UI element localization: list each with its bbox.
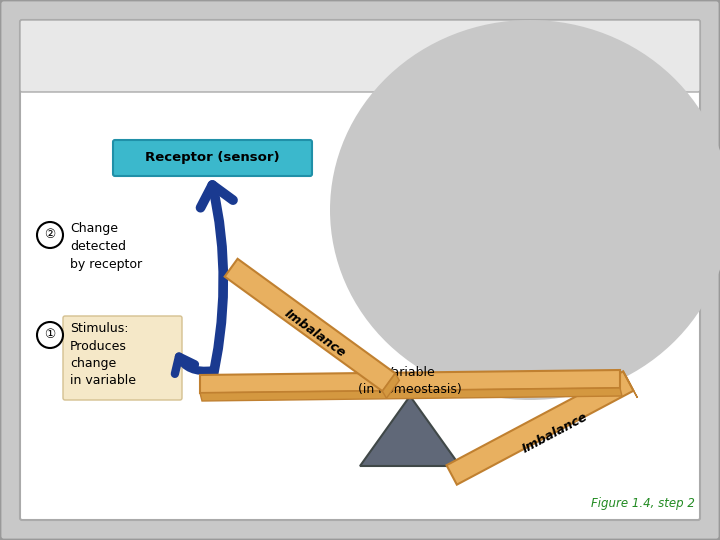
Text: Change
detected
by receptor: Change detected by receptor <box>70 222 142 271</box>
Text: ②: ② <box>45 228 55 241</box>
Circle shape <box>37 222 63 248</box>
Circle shape <box>37 322 63 348</box>
Polygon shape <box>382 373 400 398</box>
Text: Stimulus:
Produces
change
in variable: Stimulus: Produces change in variable <box>70 322 136 388</box>
Polygon shape <box>200 388 622 401</box>
Polygon shape <box>446 372 634 485</box>
FancyBboxPatch shape <box>113 140 312 176</box>
FancyArrowPatch shape <box>175 356 212 374</box>
FancyBboxPatch shape <box>20 20 700 520</box>
FancyBboxPatch shape <box>63 316 182 400</box>
Text: Imbalance: Imbalance <box>282 307 348 360</box>
Polygon shape <box>225 259 395 391</box>
Text: ①: ① <box>45 328 55 341</box>
Polygon shape <box>360 396 460 466</box>
Text: Figure 1.4, step 2: Figure 1.4, step 2 <box>591 497 695 510</box>
Polygon shape <box>623 372 637 398</box>
FancyBboxPatch shape <box>20 20 700 92</box>
Ellipse shape <box>330 20 720 400</box>
Text: Variable
(in homeostasis): Variable (in homeostasis) <box>358 367 462 395</box>
Polygon shape <box>200 370 620 393</box>
Text: Imbalance: Imbalance <box>520 410 590 456</box>
FancyArrowPatch shape <box>201 185 233 387</box>
Text: Receptor (sensor): Receptor (sensor) <box>145 152 280 165</box>
